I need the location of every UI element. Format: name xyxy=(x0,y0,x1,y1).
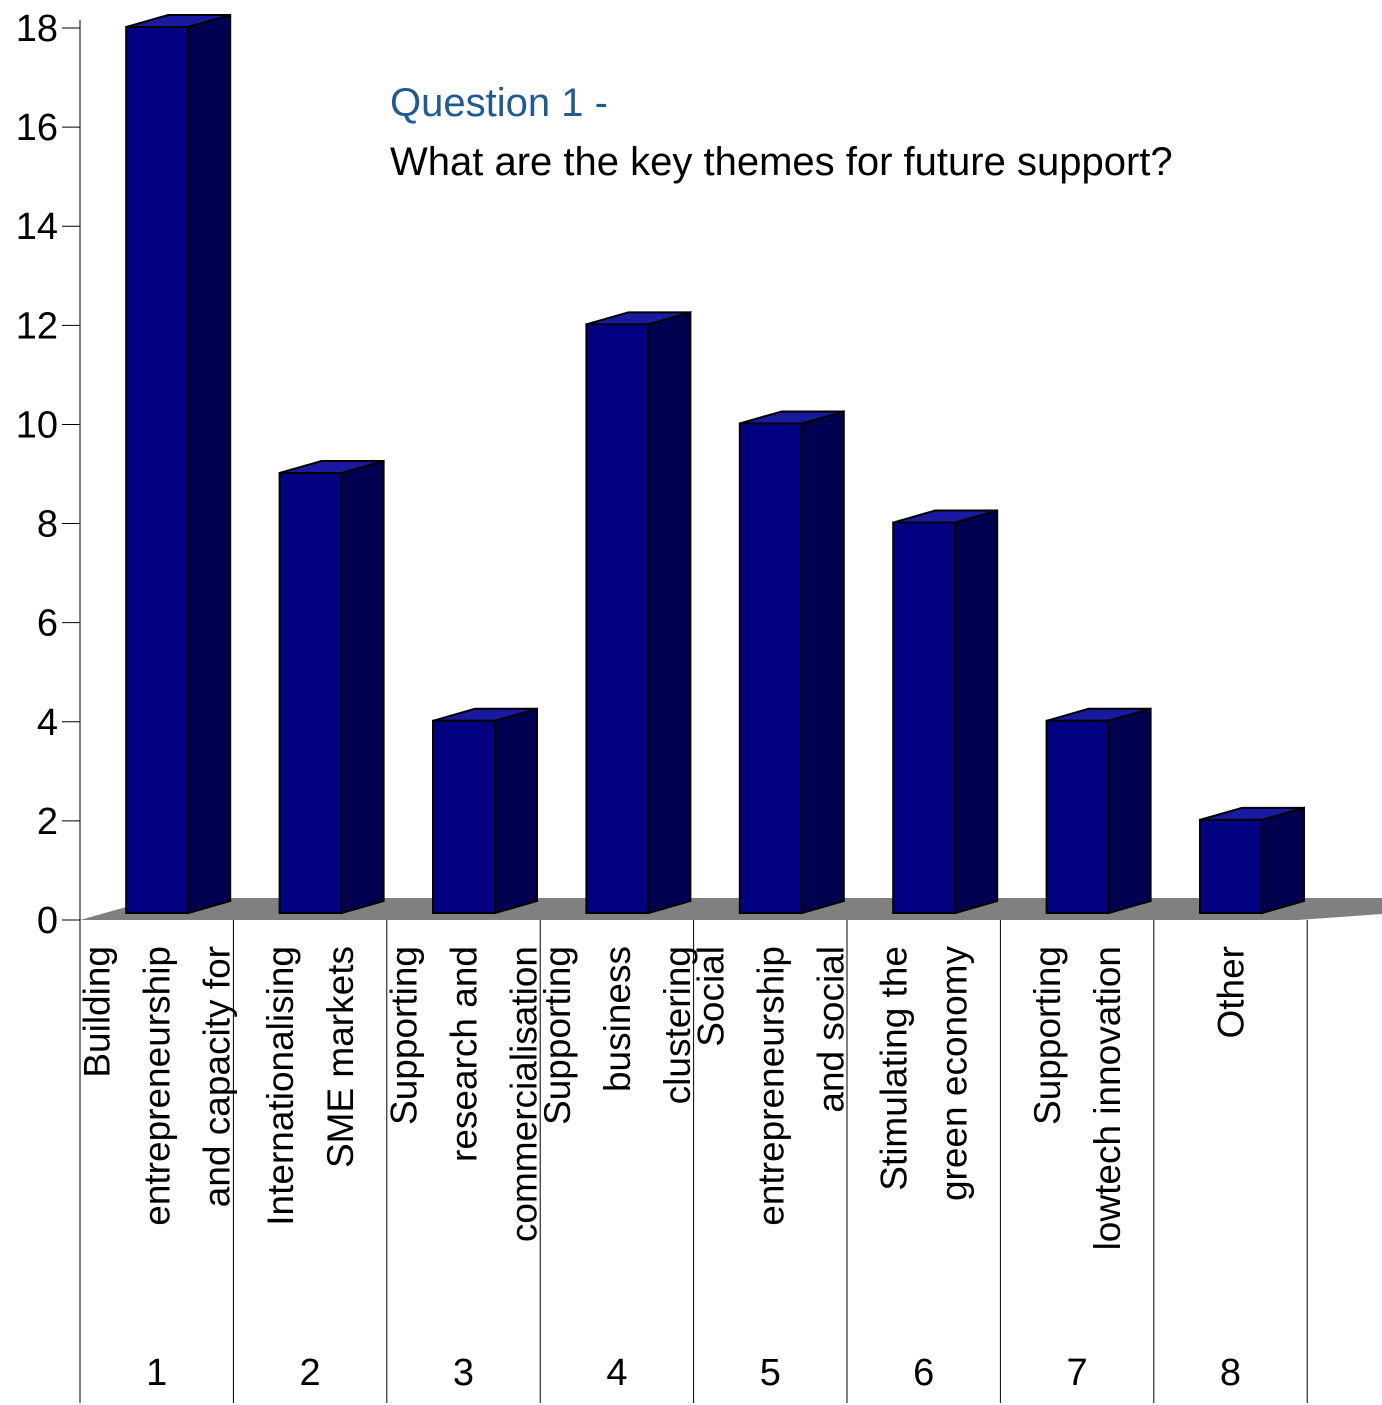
category-number: 1 xyxy=(146,1352,167,1394)
bar-front xyxy=(1199,818,1263,915)
category-number: 4 xyxy=(606,1352,627,1394)
y-axis: 0 2 4 6 8 10 12 14 16 18 xyxy=(16,8,81,1403)
bar xyxy=(585,311,692,915)
y-tick-label: 2 xyxy=(37,801,58,843)
category-labels: Building entrepreneurship and capacity for… xyxy=(77,946,1252,1394)
y-tick-label: 18 xyxy=(16,8,58,50)
bar-front xyxy=(1045,719,1110,914)
category-number: 5 xyxy=(760,1352,781,1394)
bar-side xyxy=(800,410,845,915)
bar xyxy=(1199,806,1305,915)
y-tick-label: 16 xyxy=(16,107,58,149)
bar-front xyxy=(585,323,650,915)
category-description-line: research and xyxy=(444,946,485,1162)
bar xyxy=(738,410,845,915)
category-description-line: Supporting xyxy=(537,946,578,1125)
bar-front xyxy=(125,26,190,914)
category-number: 2 xyxy=(300,1352,321,1394)
category-description-line: Supporting xyxy=(384,946,425,1125)
category-description-line: Internationalising xyxy=(260,946,301,1226)
category-description-line: and social xyxy=(810,946,851,1113)
category-number: 6 xyxy=(913,1352,934,1394)
chart-title-line2: What are the key themes for future suppo… xyxy=(390,140,1173,184)
category-description-line: lowtech innovation xyxy=(1087,946,1128,1250)
bar-side xyxy=(187,13,232,915)
y-tick-label: 8 xyxy=(37,504,58,546)
category-number: 7 xyxy=(1067,1352,1088,1394)
category-description-line: Other xyxy=(1211,946,1252,1039)
category-description-line: Social xyxy=(690,946,731,1047)
bar xyxy=(125,13,232,915)
bar-side xyxy=(1107,707,1152,915)
y-tick-label: 10 xyxy=(16,404,58,446)
bar-front xyxy=(278,472,343,914)
bar-side xyxy=(954,509,999,915)
category-description-line: green economy xyxy=(934,946,975,1202)
y-tick-label: 4 xyxy=(37,702,58,744)
bar xyxy=(1045,707,1152,915)
bars xyxy=(125,13,1305,915)
category-description-line: SME markets xyxy=(320,946,361,1168)
category-table xyxy=(79,920,1308,1403)
chart-title-line1: Question 1 - xyxy=(390,81,608,125)
category-description-line: business xyxy=(597,946,638,1092)
bar-front xyxy=(432,719,496,914)
category-description-line: and capacity for xyxy=(197,946,238,1207)
bar-side xyxy=(494,707,538,915)
category-number: 8 xyxy=(1220,1352,1241,1394)
bar xyxy=(278,459,385,915)
bar-front xyxy=(738,422,803,914)
category-description-line: Supporting xyxy=(1027,946,1068,1125)
y-tick-label: 0 xyxy=(37,900,58,942)
category-description-line: Building xyxy=(77,946,118,1078)
bar xyxy=(892,509,999,915)
category-description-line: commercialisation xyxy=(504,946,545,1242)
y-tick-label: 14 xyxy=(16,206,58,248)
y-tick-label: 12 xyxy=(16,305,58,347)
category-description-line: entrepreneurship xyxy=(750,946,791,1226)
bar-side xyxy=(340,459,385,915)
category-description-line: entrepreneurship xyxy=(137,946,178,1226)
bar-side xyxy=(1261,806,1305,915)
bar xyxy=(432,707,538,915)
chart-floor xyxy=(80,898,1382,920)
category-number: 3 xyxy=(453,1352,474,1394)
y-tick-label: 6 xyxy=(37,603,58,645)
bar-side xyxy=(647,311,692,915)
category-description-line: Stimulating the xyxy=(874,946,915,1191)
bar-front xyxy=(892,521,957,914)
category-description-line: clustering xyxy=(657,946,698,1104)
chart-floor-layer xyxy=(80,898,1382,920)
